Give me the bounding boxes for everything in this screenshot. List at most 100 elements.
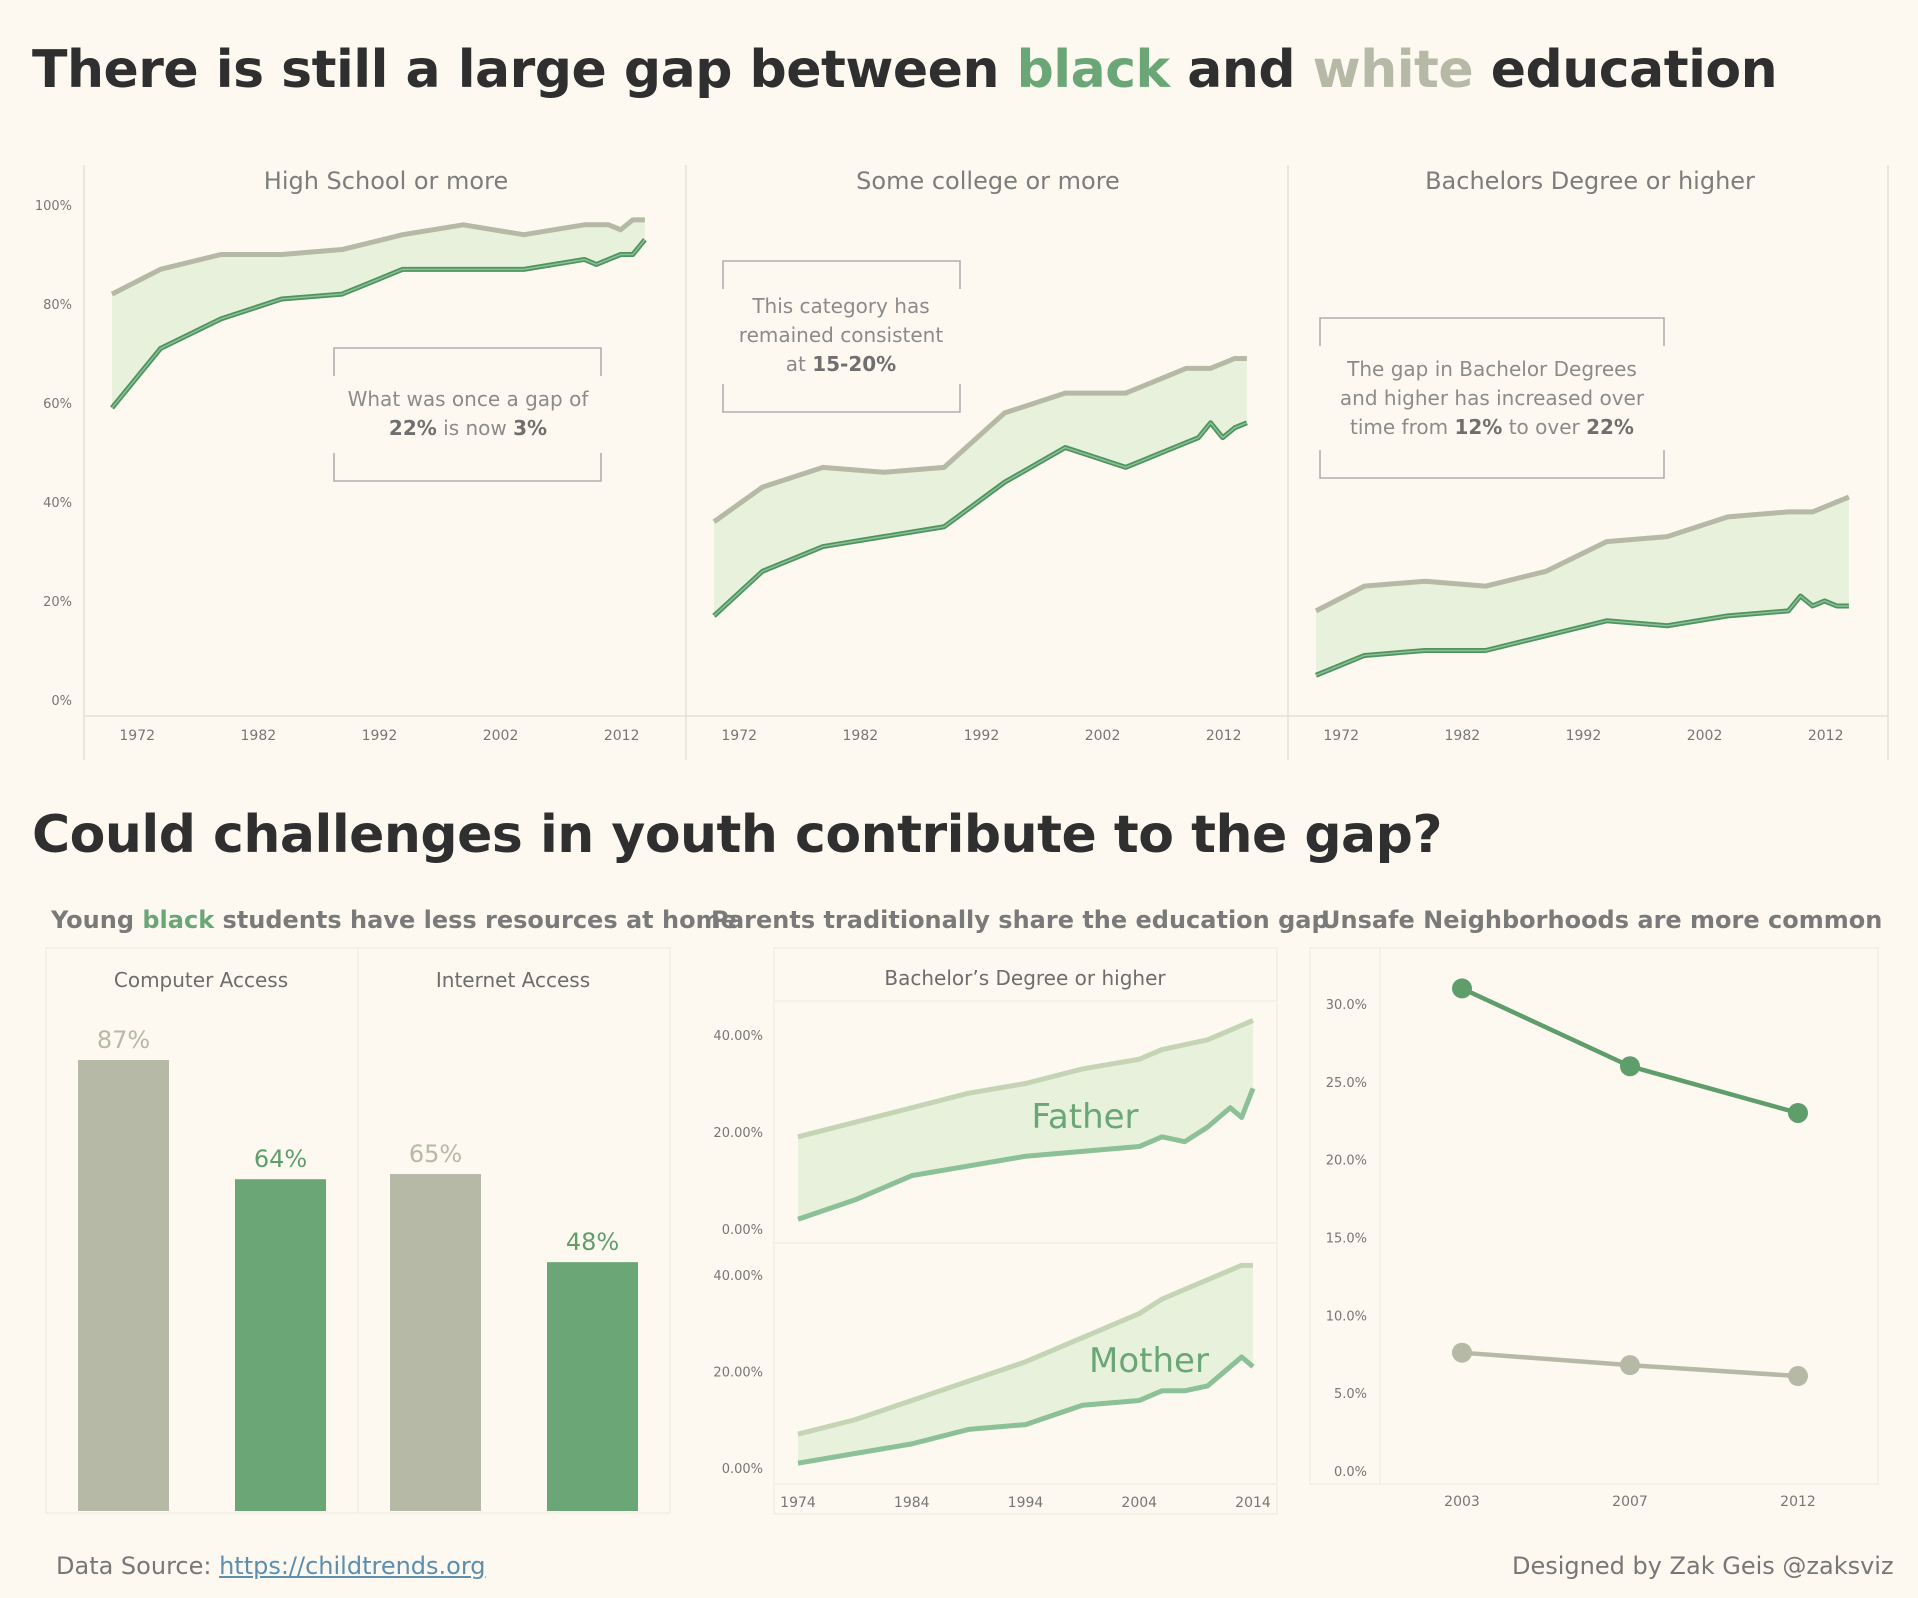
parents-white-line bbox=[797, 1018, 1254, 1140]
bar-value-label: 48% bbox=[566, 1228, 619, 1256]
y-tick-label: 80% bbox=[43, 298, 72, 313]
title-text-end: education bbox=[1473, 40, 1778, 100]
black-bar bbox=[235, 1179, 326, 1511]
parents-series-label: Mother bbox=[1089, 1341, 1209, 1381]
bar-value-label: 65% bbox=[409, 1140, 462, 1168]
parents-panel-frame bbox=[773, 947, 1278, 1515]
parents-gap-area bbox=[798, 1020, 1253, 1220]
annotation-box-hs bbox=[333, 347, 602, 482]
bracket-path bbox=[722, 260, 961, 413]
x-tick-label: 1992 bbox=[362, 728, 398, 744]
parents-y-tick-label: 20.00% bbox=[713, 1366, 763, 1381]
unsafe-y-tick-label: 0.0% bbox=[1334, 1465, 1367, 1480]
parents-series-label: Father bbox=[1031, 1097, 1138, 1137]
unsafe-y-tick-label: 30.0% bbox=[1326, 998, 1367, 1013]
annotation-ba-pre: time from bbox=[1350, 415, 1455, 439]
annotation-sc-value: 15-20% bbox=[812, 352, 897, 376]
bracket-path bbox=[1319, 317, 1665, 479]
subtitle-resources: Young black students have less resources… bbox=[51, 906, 737, 934]
x-tick-label: 2002 bbox=[483, 728, 519, 744]
unsafe-x-tick-label: 2003 bbox=[1444, 1494, 1480, 1510]
annotation-sc-line1: This category has bbox=[752, 294, 930, 318]
annotation-sc-line2: remained consistent bbox=[738, 323, 944, 347]
title-text: There is still a large gap between bbox=[32, 40, 1017, 100]
black-unsafe-point bbox=[1452, 978, 1472, 999]
parents-x-tick-label: 1984 bbox=[894, 1495, 930, 1511]
x-tick-label: 2002 bbox=[1687, 728, 1723, 744]
subtitle-resources-pre: Young bbox=[51, 906, 143, 934]
panel-title: Bachelors Degree or higher bbox=[1425, 167, 1755, 195]
annotation-sc-line3: at 15-20% bbox=[723, 350, 959, 379]
section-title: Could challenges in youth contribute to … bbox=[32, 805, 1443, 865]
data-source-link[interactable]: https://childtrends.org bbox=[219, 1552, 486, 1580]
annotation-box-ba bbox=[1319, 317, 1665, 479]
white-bar bbox=[390, 1174, 481, 1511]
x-tick-label: 1972 bbox=[1323, 728, 1359, 744]
parents-white-line bbox=[797, 1262, 1253, 1437]
x-tick-label: 1982 bbox=[241, 728, 277, 744]
annotation-ba-value1: 12% bbox=[1454, 415, 1503, 439]
white-bar bbox=[78, 1060, 169, 1511]
x-tick-label: 1972 bbox=[119, 728, 155, 744]
x-tick-label: 1992 bbox=[964, 728, 1000, 744]
x-tick-label: 1972 bbox=[721, 728, 757, 744]
black-unsafe-line bbox=[1461, 986, 1799, 1116]
data-source: Data Source: https://childtrends.org bbox=[56, 1552, 486, 1580]
y-tick-label: 40% bbox=[43, 496, 72, 511]
white-unsafe-point bbox=[1788, 1366, 1808, 1387]
parents-y-tick-label: 0.00% bbox=[722, 1223, 763, 1238]
annotation-some-college: This category has remained consistent at… bbox=[723, 292, 959, 379]
annotation-hs-value1: 22% bbox=[388, 416, 437, 440]
white-unsafe-point bbox=[1452, 1342, 1472, 1363]
annotation-hs-value2: 3% bbox=[513, 416, 548, 440]
y-tick-label: 0% bbox=[51, 694, 72, 709]
annotation-ba-mid: to over bbox=[1502, 415, 1587, 439]
parents-y-tick-label: 0.00% bbox=[722, 1462, 763, 1477]
title-black: black bbox=[1016, 40, 1171, 100]
x-tick-label: 2012 bbox=[1206, 728, 1242, 744]
subtitle-resources-post: students have less resources at home bbox=[214, 906, 737, 934]
panel-title: High School or more bbox=[264, 167, 508, 195]
annotation-high-school: What was once a gap of 22% is now 3% bbox=[334, 385, 602, 443]
parents-black-line bbox=[797, 1087, 1256, 1222]
gap-area bbox=[714, 358, 1247, 616]
black-bar bbox=[547, 1262, 638, 1511]
bar-panel-title: Internet Access bbox=[436, 968, 590, 992]
annotation-ba-line1: The gap in Bachelor Degrees bbox=[1347, 357, 1637, 381]
subtitle-unsafe: Unsafe Neighborhoods are more common bbox=[1321, 906, 1883, 934]
parents-x-tick-label: 2014 bbox=[1235, 1495, 1271, 1511]
black-unsafe-point bbox=[1620, 1056, 1640, 1077]
x-tick-label: 1982 bbox=[843, 728, 879, 744]
annotation-ba-value2: 22% bbox=[1586, 415, 1634, 439]
x-tick-label: 1992 bbox=[1566, 728, 1602, 744]
parents-black-line bbox=[797, 1354, 1255, 1466]
subtitle-resources-black: black bbox=[142, 906, 215, 934]
parents-x-tick-label: 1994 bbox=[1008, 1495, 1044, 1511]
bar-panel-title: Computer Access bbox=[114, 968, 288, 992]
white-series-line bbox=[1314, 494, 1850, 614]
bracket-path bbox=[333, 347, 602, 482]
white-unsafe-point bbox=[1620, 1355, 1640, 1376]
white-series-line bbox=[712, 355, 1247, 524]
black-series-highlight bbox=[111, 239, 646, 409]
unsafe-y-tick-label: 10.0% bbox=[1326, 1309, 1367, 1324]
black-series-highlight bbox=[713, 422, 1248, 617]
annotation-hs-mid: is now bbox=[436, 416, 514, 440]
unsafe-panel-frame bbox=[1309, 947, 1879, 1485]
annotation-box-sc bbox=[722, 260, 961, 413]
x-tick-label: 1982 bbox=[1445, 728, 1481, 744]
unsafe-y-tick-label: 25.0% bbox=[1326, 1076, 1367, 1091]
y-tick-label: 100% bbox=[35, 199, 72, 214]
bar-value-label: 87% bbox=[97, 1026, 150, 1054]
annotation-hs-line1: What was once a gap of bbox=[347, 387, 589, 411]
gap-area bbox=[112, 219, 645, 408]
annotation-sc-pre: at bbox=[785, 352, 813, 376]
subtitle-parents: Parents traditionally share the educatio… bbox=[711, 906, 1329, 934]
unsafe-x-tick-label: 2012 bbox=[1780, 1494, 1816, 1510]
annotation-ba-line3: time from 12% to over 22% bbox=[1320, 413, 1664, 442]
annotation-bachelors: The gap in Bachelor Degrees and higher h… bbox=[1320, 355, 1664, 442]
x-tick-label: 2012 bbox=[1808, 728, 1844, 744]
parents-x-tick-label: 1974 bbox=[780, 1495, 816, 1511]
parents-y-tick-label: 20.00% bbox=[713, 1126, 763, 1141]
